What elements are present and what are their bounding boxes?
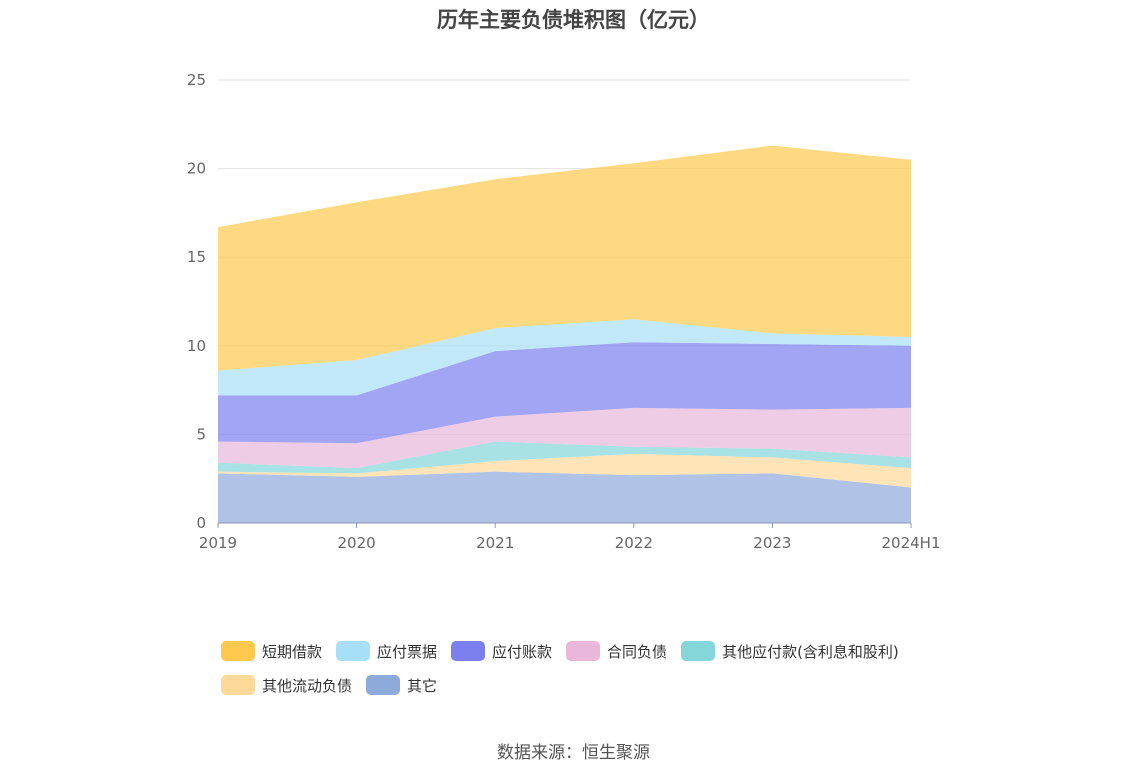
legend-swatch xyxy=(566,641,601,661)
legend-item[interactable]: 短期借款 xyxy=(221,640,322,662)
x-tick-label: 2021 xyxy=(476,534,514,552)
y-tick-label: 25 xyxy=(187,71,206,89)
area-series-6 xyxy=(218,145,911,371)
legend-label: 短期借款 xyxy=(262,642,323,661)
legend-item[interactable]: 其他应付款(含利息和股利) xyxy=(681,640,899,662)
legend-label: 其他流动负债 xyxy=(262,676,353,695)
x-tick-label: 2020 xyxy=(338,534,376,552)
area-series-3 xyxy=(218,407,911,469)
legend-swatch xyxy=(221,641,255,661)
legend-swatch xyxy=(681,641,716,661)
legend-label: 其他应付款(含利息和股利) xyxy=(722,642,899,661)
legend-label: 应付账款 xyxy=(492,642,553,661)
legend-label: 合同负债 xyxy=(607,642,668,661)
area-series-1 xyxy=(218,453,911,488)
chart-title: 历年主要负债堆积图（亿元） xyxy=(437,8,710,32)
legend-label: 应付票据 xyxy=(377,642,438,661)
axes: 0 5 10 15 20 25 2019 2020 2021 2022 2023 2024H1 xyxy=(187,71,941,552)
y-tick-label: 20 xyxy=(187,160,206,178)
y-tick-label: 0 xyxy=(196,514,206,532)
legend-swatch xyxy=(451,641,486,661)
legend-item[interactable]: 应付票据 xyxy=(336,640,437,662)
y-tick-label: 5 xyxy=(196,425,206,443)
legend-item[interactable]: 合同负债 xyxy=(566,640,667,662)
legend-item[interactable]: 其他流动负债 xyxy=(221,674,352,696)
area-series-4 xyxy=(218,342,911,444)
area-series xyxy=(218,145,911,523)
area-series-2 xyxy=(218,441,911,474)
x-tick-label: 2019 xyxy=(199,534,237,552)
legend-item[interactable]: 其它 xyxy=(366,674,437,696)
legend: 短期借款 应付票据 应付账款 合同负债 其他应付款(含利息和股利) 其他流动负债 其它 xyxy=(221,640,981,708)
y-tick-label: 15 xyxy=(187,248,206,266)
legend-swatch xyxy=(366,675,401,695)
legend-item[interactable]: 应付账款 xyxy=(451,640,552,662)
x-tick-label: 2022 xyxy=(615,534,653,552)
legend-label: 其它 xyxy=(407,676,438,695)
x-tick-label: 2024H1 xyxy=(882,534,941,552)
y-tick-label: 10 xyxy=(187,337,206,355)
x-tick-label: 2023 xyxy=(753,534,791,552)
legend-swatch xyxy=(221,675,255,695)
area-series-0 xyxy=(218,471,911,523)
area-series-5 xyxy=(218,319,911,396)
data-source: 数据来源：恒生聚源 xyxy=(497,743,650,763)
stacked-area-chart: 0 5 10 15 20 25 2019 2020 2021 2022 2023 2024H1 xyxy=(187,71,941,552)
legend-swatch xyxy=(336,641,371,661)
